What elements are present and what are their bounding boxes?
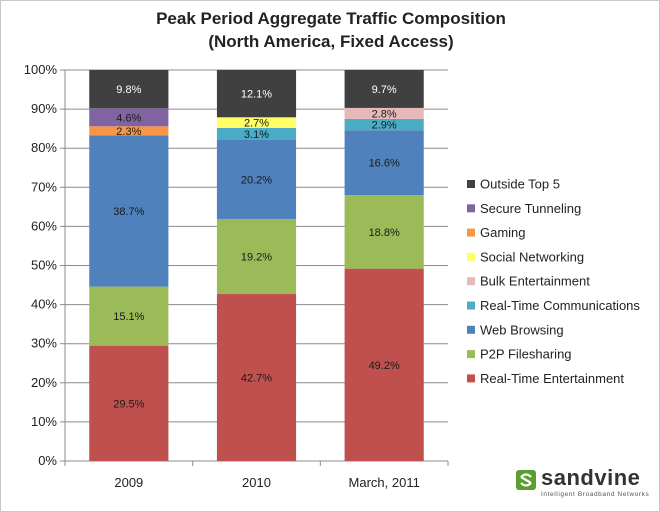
data-label: 16.6%: [369, 158, 400, 170]
legend-entry: Secure Tunneling: [480, 201, 581, 216]
legend-entry: P2P Filesharing: [480, 347, 572, 362]
data-label: 3.1%: [244, 129, 269, 141]
data-label: 2.8%: [372, 108, 397, 120]
data-label: 9.8%: [116, 84, 141, 96]
logo-wordmark: sandvine: [541, 465, 641, 490]
bar-segment: [216, 294, 297, 461]
data-label: 19.2%: [241, 252, 272, 264]
legend-entry: Gaming: [480, 225, 526, 240]
bar-segment: [89, 345, 169, 461]
data-label: 49.2%: [369, 360, 400, 372]
legend-swatch: [467, 350, 475, 359]
data-label: 38.7%: [113, 206, 144, 218]
legend-swatch: [467, 180, 475, 188]
legend-entry: Web Browsing: [480, 322, 564, 337]
data-label: 42.7%: [241, 373, 272, 385]
y-tick-label: 80%: [31, 140, 57, 155]
data-label: 12.1%: [241, 89, 272, 101]
data-label: 15.1%: [113, 311, 144, 323]
bar-segment: [216, 117, 297, 128]
bar-segment: [89, 126, 169, 136]
y-tick-label: 50%: [31, 258, 57, 273]
y-tick-label: 90%: [31, 101, 57, 116]
legend-entry: Outside Top 5: [480, 177, 560, 192]
data-label: 4.6%: [116, 112, 141, 124]
bar-segment: [216, 218, 297, 295]
legend-swatch: [467, 252, 475, 261]
bar-segment: [344, 118, 424, 131]
x-tick-label: 2010: [242, 475, 271, 490]
legend-entry: Real-Time Communications: [480, 298, 640, 313]
x-tick-label: 2009: [114, 475, 143, 490]
legend-swatch: [467, 374, 475, 383]
legend-swatch: [467, 204, 475, 213]
y-tick-label: 60%: [31, 218, 57, 233]
data-label: 20.2%: [241, 174, 272, 186]
bar-segment: [89, 108, 169, 127]
y-tick-label: 0%: [38, 453, 57, 468]
y-tick-label: 100%: [24, 62, 58, 77]
bar-segment: [344, 130, 424, 196]
sandvine-logo: sandvine Intelligent Broadband Networks: [511, 463, 651, 503]
bar-segment: [344, 70, 424, 108]
data-label: 2.3%: [116, 126, 141, 138]
legend-swatch: [467, 301, 475, 310]
chart-title: Peak Period Aggregate Traffic Compositio…: [121, 7, 541, 53]
legend-swatch: [467, 228, 475, 237]
data-label: 2.7%: [244, 118, 269, 130]
sandvine-logo-icon: [516, 470, 536, 490]
y-tick-label: 20%: [31, 375, 57, 390]
legend-entry: Social Networking: [480, 249, 584, 264]
logo-tagline: Intelligent Broadband Networks: [541, 491, 650, 498]
bar-segment: [89, 70, 169, 109]
bar-segment: [344, 268, 424, 461]
bar-segment: [216, 139, 297, 219]
bar-segment: [89, 286, 169, 346]
legend-swatch: [467, 325, 475, 334]
legend-swatch: [467, 277, 475, 286]
y-tick-label: 30%: [31, 336, 57, 351]
chart-title-line1: Peak Period Aggregate Traffic Compositio…: [156, 9, 506, 28]
y-tick-label: 10%: [31, 414, 57, 429]
data-label: 9.7%: [372, 84, 397, 96]
bar-segment: [89, 135, 169, 287]
data-label: 29.5%: [113, 398, 144, 410]
y-tick-label: 40%: [31, 297, 57, 312]
legend-entry: Real-Time Entertainment: [480, 371, 624, 386]
data-label: 2.9%: [372, 120, 397, 132]
bar-segment: [344, 195, 424, 269]
bar-segment: [216, 127, 297, 140]
x-tick-label: March, 2011: [349, 475, 420, 490]
y-tick-label: 70%: [31, 179, 57, 194]
data-label: 18.8%: [369, 227, 400, 239]
chart-subtitle: (North America, Fixed Access): [208, 32, 454, 51]
bar-segment: [344, 107, 424, 119]
bar-segment: [216, 70, 297, 118]
legend-entry: Bulk Entertainment: [480, 274, 590, 289]
